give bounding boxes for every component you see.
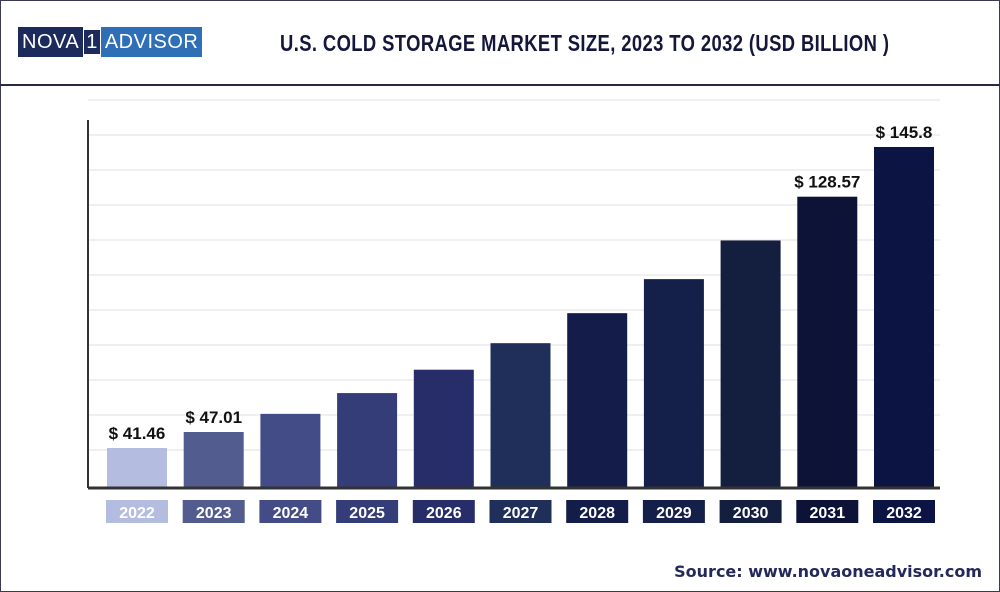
chart-title: U.S. COLD STORAGE MARKET SIZE, 2023 TO 2… [280,30,890,56]
data-label: $ 41.46 [109,424,166,443]
bar-2028 [567,313,628,488]
logo-mark: 1 [83,29,101,55]
bar-2032 [874,146,934,489]
bar-2027 [490,343,551,488]
bar-2030 [720,240,781,488]
category-box [412,500,475,523]
category-box [182,500,245,523]
category-label: 2023 [196,505,232,522]
category-label: 2032 [886,505,922,522]
category-label: 2027 [503,505,539,522]
category-box [489,500,552,523]
category-box [642,500,705,523]
logo: NOVA 1 ADVISOR [18,27,203,57]
logo-right: ADVISOR [100,27,203,57]
bar-2022 [107,448,167,488]
bar-2024 [260,413,321,488]
logo-left: NOVA [18,27,84,57]
bar-2023 [183,432,244,488]
category-box [259,500,322,523]
category-label: 2030 [733,505,769,522]
data-label: $ 47.01 [185,408,242,427]
bar-2025 [337,393,398,488]
category-box [796,500,859,523]
source-text: Source: www.novaoneadvisor.com [674,562,982,581]
category-label: 2025 [349,505,385,522]
bar-2026 [413,369,474,488]
category-label: 2028 [579,505,615,522]
bar-2031 [797,196,858,489]
bar-2029 [643,279,704,488]
category-label: 2024 [273,505,309,522]
category-label: 2029 [656,505,692,522]
category-label: 2022 [119,505,155,522]
category-box [566,500,629,523]
category-box [719,500,782,523]
category-label: 2026 [426,505,462,522]
category-box [336,500,399,523]
header: NOVA 1 ADVISOR U.S. COLD STORAGE MARKET … [0,0,1000,86]
category-box [106,500,168,523]
category-label: 2031 [810,505,846,522]
data-label: $ 145.8 [876,123,933,142]
data-label: $ 128.57 [794,173,860,192]
category-box [873,500,935,523]
